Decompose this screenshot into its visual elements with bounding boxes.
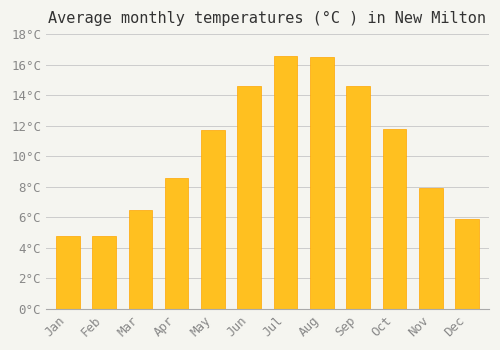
Bar (274, 56, 297, 309)
Bar (165, 178, 188, 309)
Bar (456, 219, 479, 309)
Bar (419, 188, 442, 309)
Bar (201, 131, 225, 309)
Bar (238, 86, 261, 309)
Bar (56, 236, 80, 309)
Bar (310, 57, 334, 309)
Bar (128, 210, 152, 309)
Bar (92, 236, 116, 309)
Bar (346, 86, 370, 309)
Title: Average monthly temperatures (°C ) in New Milton: Average monthly temperatures (°C ) in Ne… (48, 11, 486, 26)
Bar (382, 129, 406, 309)
